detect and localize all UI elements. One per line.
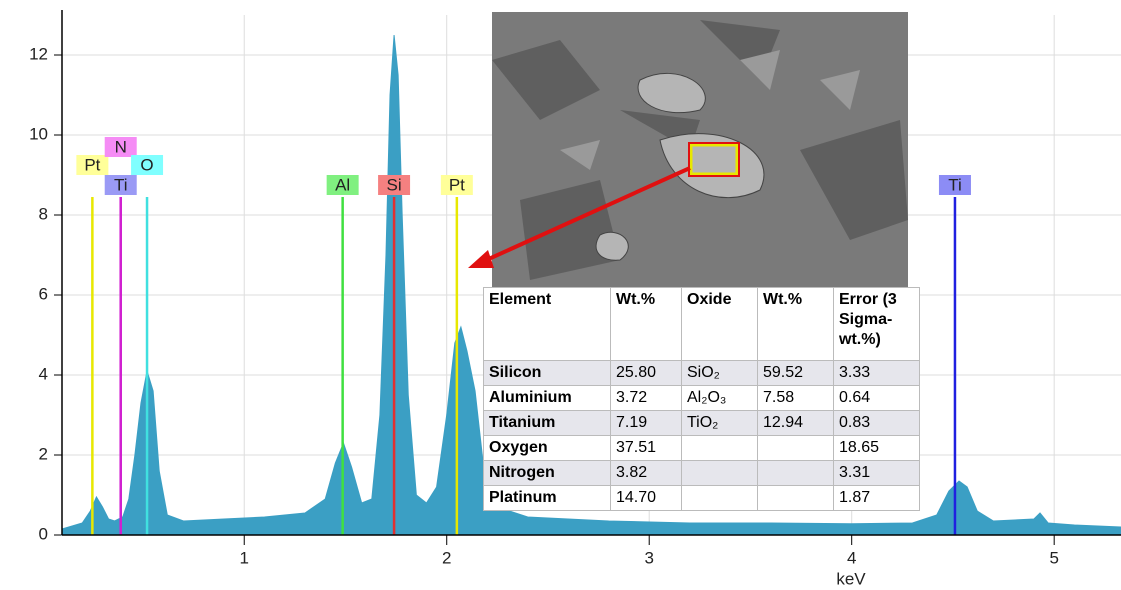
y-tick-label: 4 [39, 364, 48, 383]
table-cell: 7.19 [611, 411, 682, 436]
element-label: Pt [449, 175, 465, 194]
table-cell [758, 461, 834, 486]
y-tick-label: 2 [39, 444, 48, 463]
table-cell: Al₂O₃ [682, 386, 758, 411]
table-cell: 37.51 [611, 436, 682, 461]
element-label: Si [387, 175, 402, 194]
table-cell: 14.70 [611, 486, 682, 511]
element-label: O [140, 155, 153, 174]
x-tick-label: 3 [644, 548, 653, 567]
table-cell: 1.87 [834, 486, 920, 511]
x-tick-label: 2 [442, 548, 451, 567]
page: PtNTiOAlSiPtTi keV 02468101212345 Elemen… [0, 0, 1121, 590]
table-cell [682, 436, 758, 461]
table-cell: 3.33 [834, 361, 920, 386]
table-cell: Nitrogen [484, 461, 611, 486]
y-tick-label: 0 [39, 524, 48, 543]
header-cell: Element [484, 288, 611, 361]
table-cell: 0.83 [834, 411, 920, 436]
table-cell: Platinum [484, 486, 611, 511]
x-axis-label: keV [836, 569, 866, 588]
header-cell: Wt.% [758, 288, 834, 361]
table-cell: 12.94 [758, 411, 834, 436]
header-cell: Wt.% [611, 288, 682, 361]
table-cell: Silicon [484, 361, 611, 386]
table-cell: 7.58 [758, 386, 834, 411]
table-cell: 3.31 [834, 461, 920, 486]
arrow-head [468, 250, 494, 268]
table-cell: 3.72 [611, 386, 682, 411]
y-tick-label: 6 [39, 284, 48, 303]
sem-image [492, 12, 908, 287]
table-cell [758, 436, 834, 461]
table-cell: SiO₂ [682, 361, 758, 386]
element-label: Pt [84, 155, 100, 174]
table-cell: 25.80 [611, 361, 682, 386]
header-cell: Error (3 Sigma-wt.%) [834, 288, 920, 361]
table-cell: TiO₂ [682, 411, 758, 436]
table-cell: 3.82 [611, 461, 682, 486]
y-tick-label: 10 [29, 124, 48, 143]
table-cell [682, 486, 758, 511]
y-tick-label: 8 [39, 204, 48, 223]
table-cell [758, 486, 834, 511]
y-tick-label: 12 [29, 44, 48, 63]
table-cell: 59.52 [758, 361, 834, 386]
x-tick-label: 5 [1049, 548, 1058, 567]
element-label: N [115, 137, 127, 156]
element-label: Al [335, 175, 350, 194]
table-cell: Oxygen [484, 436, 611, 461]
table-cell: Titanium [484, 411, 611, 436]
element-label: Ti [114, 175, 128, 194]
table-cell [682, 461, 758, 486]
table-cell: Aluminium [484, 386, 611, 411]
table-cell: 18.65 [834, 436, 920, 461]
x-tick-label: 1 [240, 548, 249, 567]
table-cell: 0.64 [834, 386, 920, 411]
x-tick-label: 4 [847, 548, 856, 567]
header-cell: Oxide [682, 288, 758, 361]
element-label: Ti [948, 175, 962, 194]
